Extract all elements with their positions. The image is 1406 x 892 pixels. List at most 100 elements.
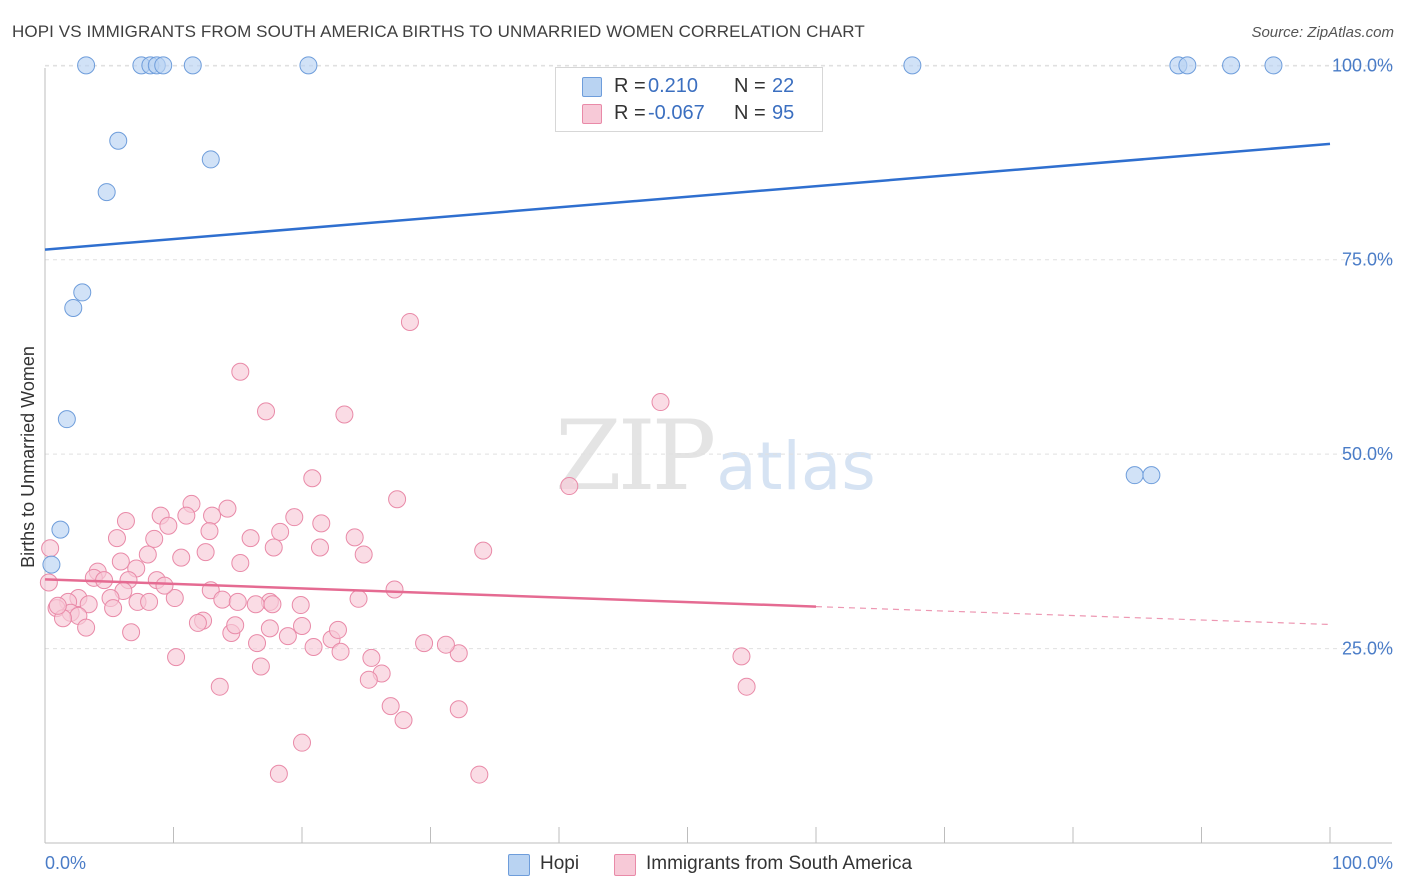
immigrants-trend-extension — [815, 605, 1331, 626]
hopi-point — [1178, 56, 1197, 75]
hopi-point — [1142, 466, 1161, 485]
immigrants-point — [474, 541, 493, 560]
hopi-point — [42, 555, 61, 574]
immigrants-point — [291, 596, 310, 615]
immigrants-point — [165, 589, 184, 608]
immigrants-point — [303, 469, 322, 488]
immigrants-point — [155, 576, 174, 595]
x-max-label: 100.0% — [1332, 853, 1393, 873]
immigrants-point — [246, 595, 265, 614]
immigrants-point — [335, 405, 354, 424]
immigrants-point — [264, 538, 283, 557]
n-label: N = — [734, 75, 766, 97]
hopi-points — [42, 56, 1283, 574]
hopi-point — [51, 520, 70, 539]
immigrants-point — [140, 592, 159, 611]
immigrants-points — [39, 312, 756, 784]
immigrants-point — [345, 528, 364, 547]
immigrants-point — [310, 538, 329, 557]
legend-label-hopi: Hopi — [540, 853, 580, 874]
trend-lines — [44, 142, 1331, 626]
hopi-point — [77, 56, 96, 75]
immigrants-point — [213, 590, 232, 609]
immigrants-point — [312, 514, 331, 533]
grid-lines — [45, 64, 1392, 650]
immigrants-point — [263, 595, 282, 614]
immigrants-point — [41, 539, 60, 558]
immigrants-point — [293, 617, 311, 636]
legend-row-immigrants: R = -0.067 N = 95 — [556, 100, 822, 128]
hopi-point — [1125, 466, 1144, 485]
n-value: 22 — [772, 75, 795, 97]
immigrants-point — [651, 393, 670, 412]
immigrants-point — [177, 506, 196, 525]
immigrants-point — [560, 477, 579, 496]
immigrants-point — [436, 635, 455, 654]
immigrants-point — [145, 529, 164, 548]
n-value: 95 — [772, 102, 795, 124]
immigrants-point — [260, 619, 279, 638]
immigrants-swatch — [582, 104, 602, 124]
immigrants-point — [231, 554, 250, 573]
hopi-point — [1222, 56, 1241, 75]
immigrants-point — [188, 613, 207, 632]
hopi-swatch — [508, 854, 530, 876]
immigrants-point — [293, 733, 311, 752]
immigrants-point — [394, 711, 413, 730]
immigrants-point — [107, 529, 126, 548]
chart-title: HOPI VS IMMIGRANTS FROM SOUTH AMERICA BI… — [12, 22, 865, 41]
immigrants-point — [359, 670, 378, 689]
immigrants-point — [449, 644, 468, 663]
r-value: -0.067 — [648, 102, 705, 124]
y-tick-label: 100.0% — [1332, 55, 1393, 75]
immigrants-point — [122, 623, 141, 642]
legend-label-immigrants: Immigrants from South America — [646, 853, 913, 874]
immigrants-trend-line — [44, 578, 817, 608]
series-legend: Hopi Immigrants from South America — [0, 850, 1406, 880]
immigrants-point — [218, 499, 237, 518]
hopi-point — [201, 150, 220, 169]
immigrants-point — [470, 765, 489, 784]
immigrants-point — [381, 697, 400, 716]
hopi-point — [97, 183, 116, 202]
legend-row-hopi: R = 0.210 N = 22 — [556, 73, 822, 101]
immigrants-point — [331, 642, 350, 661]
immigrants-point — [415, 634, 434, 653]
hopi-point — [73, 283, 92, 302]
hopi-point — [64, 298, 83, 317]
immigrants-point — [79, 595, 98, 614]
immigrants-point — [328, 620, 347, 639]
immigrants-point — [116, 512, 135, 531]
n-label: N = — [734, 102, 766, 124]
hopi-point — [57, 410, 76, 429]
r-label: R = — [614, 102, 646, 124]
immigrants-point — [737, 677, 756, 696]
immigrants-point — [39, 573, 58, 592]
immigrants-point — [304, 638, 323, 657]
hopi-swatch — [582, 77, 602, 97]
x-min-label: 0.0% — [45, 853, 86, 873]
axis-labels: 100.0% 75.0% 50.0% 25.0% 0.0% 100.0% Births to… — [18, 55, 1393, 873]
immigrants-point — [362, 648, 381, 667]
immigrants-point — [200, 522, 219, 541]
correlation-legend: R = 0.210 N = 22 R = -0.067 N = 95 — [555, 67, 823, 132]
hopi-point — [903, 56, 922, 75]
y-tick-label: 50.0% — [1342, 444, 1393, 464]
immigrants-point — [241, 529, 260, 548]
r-value: 0.210 — [648, 75, 699, 97]
immigrants-point — [159, 516, 178, 535]
watermark-zip: ZIP — [555, 400, 716, 512]
hopi-point — [299, 56, 318, 75]
immigrants-point — [104, 599, 123, 618]
immigrants-point — [257, 402, 276, 421]
y-axis-title: Births to Unmarried Women — [18, 346, 38, 568]
immigrants-point — [271, 522, 290, 541]
immigrants-point — [400, 312, 419, 331]
watermark-atlas: atlas — [716, 428, 876, 505]
immigrants-point — [269, 764, 288, 783]
immigrants-point — [278, 627, 297, 646]
immigrants-point — [138, 545, 157, 564]
source-label: Source: ZipAtlas.com — [1251, 24, 1394, 41]
axes — [44, 68, 1392, 844]
immigrants-point — [248, 634, 267, 653]
